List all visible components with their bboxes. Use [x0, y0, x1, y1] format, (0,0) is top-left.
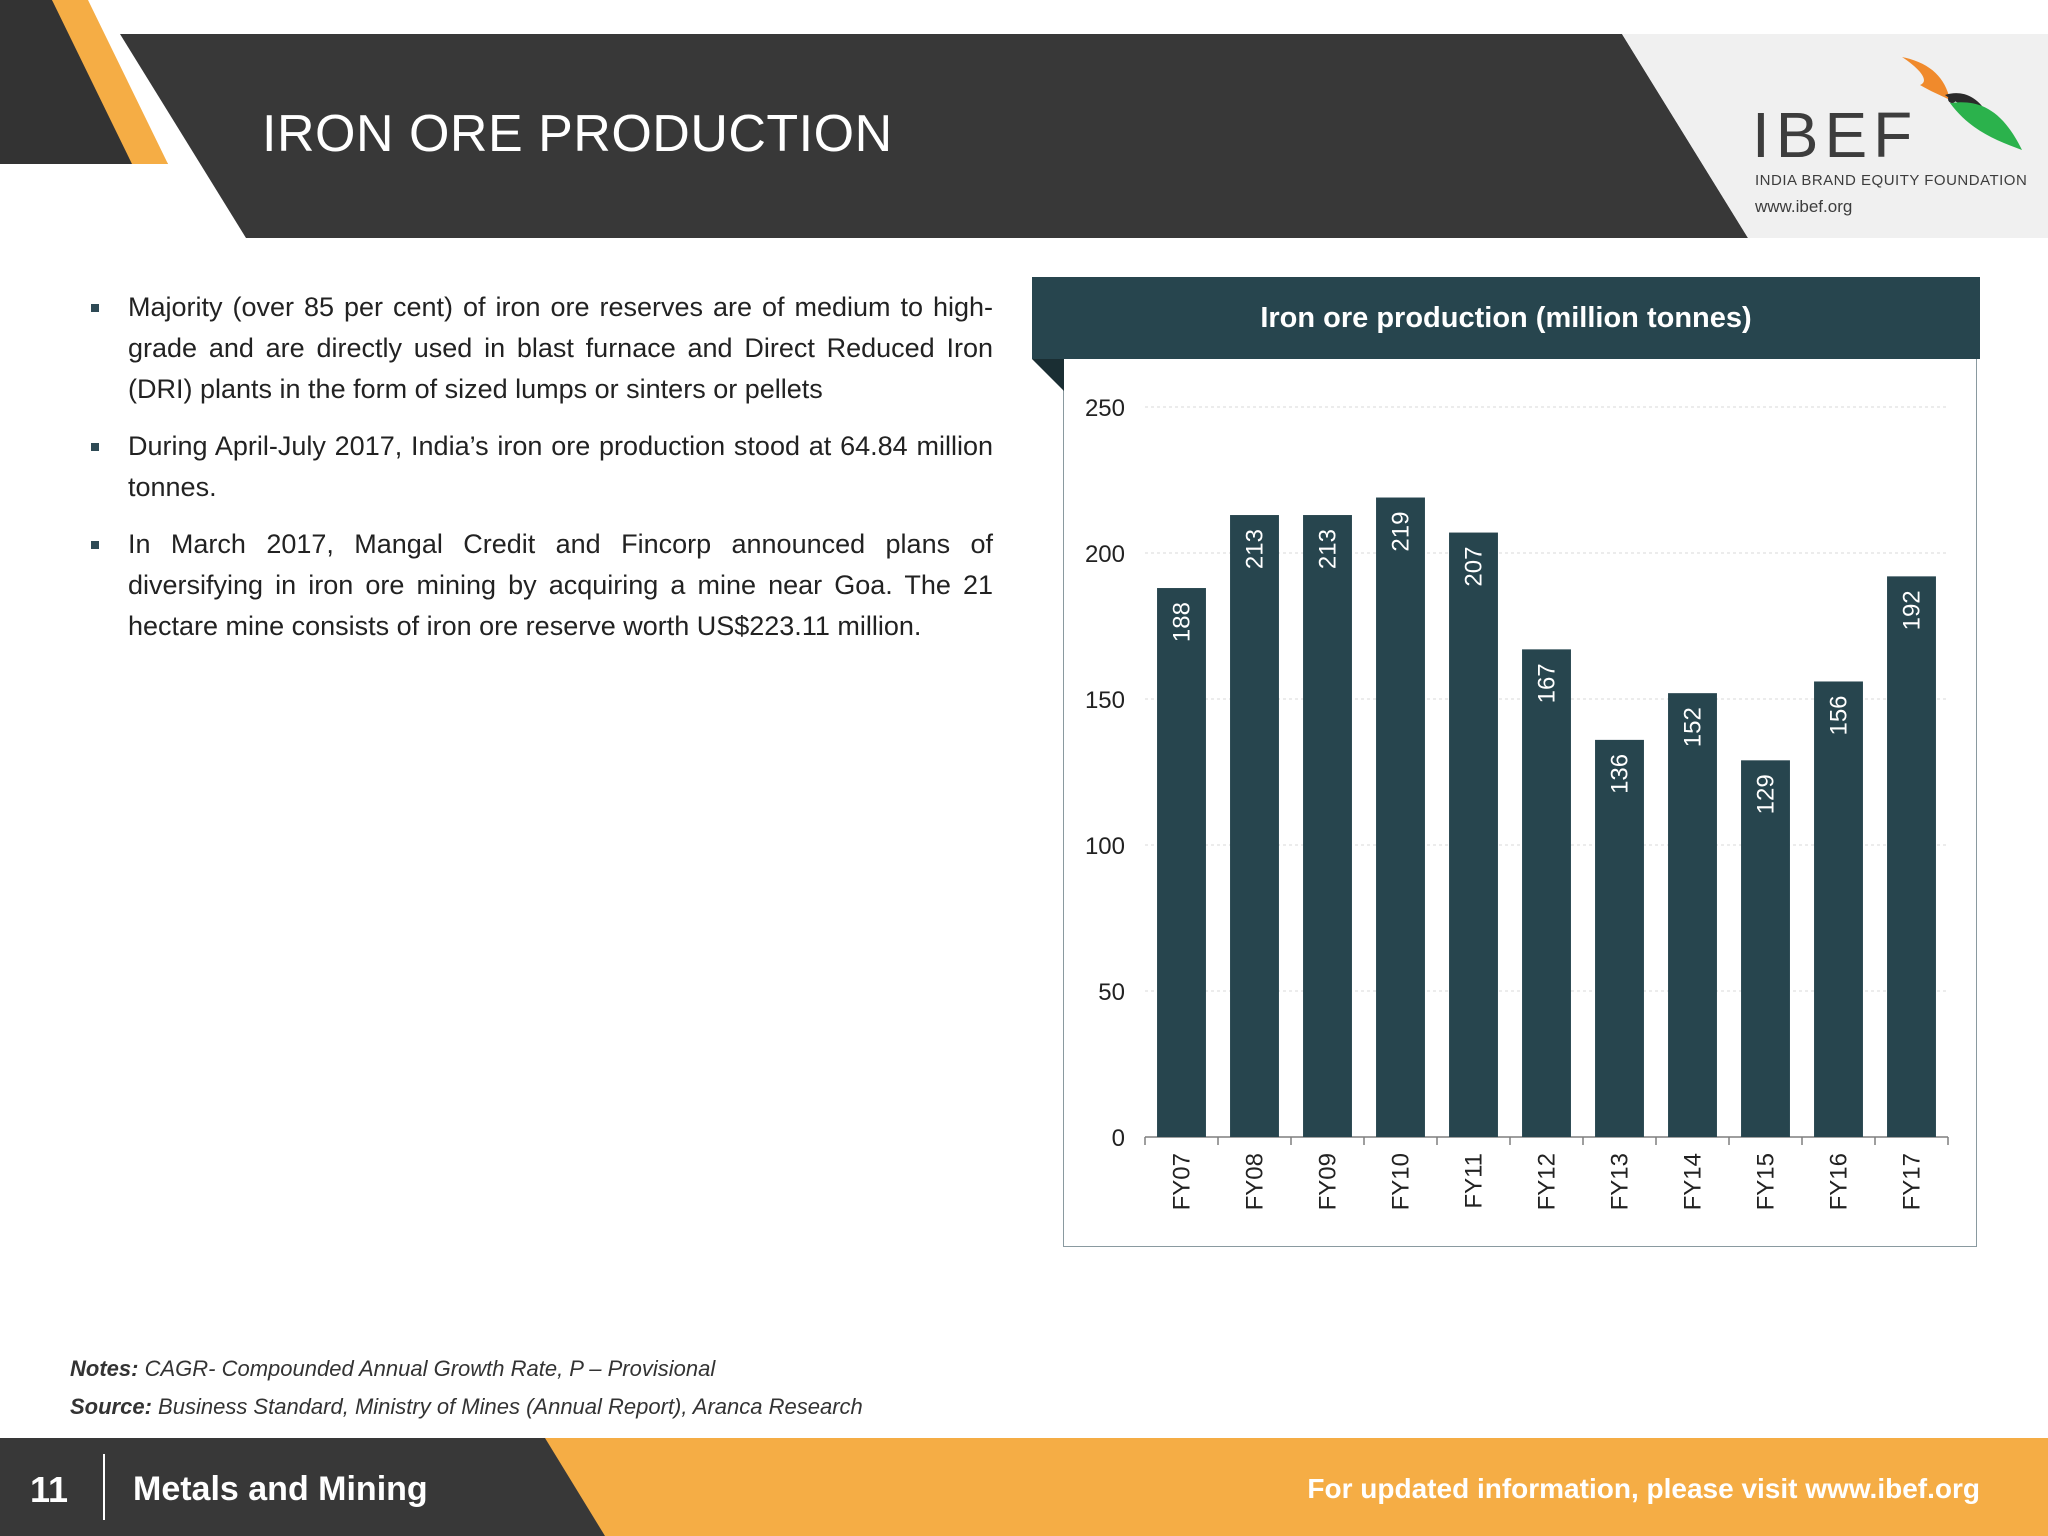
notes-text: CAGR- Compounded Annual Growth Rate, P –…	[144, 1356, 716, 1381]
chart-title-fold	[1032, 359, 1064, 391]
bar-data-label: 136	[1607, 754, 1634, 794]
x-tick-label: FY07	[1169, 1153, 1196, 1210]
chart-title: Iron ore production (million tonnes)	[1260, 302, 1752, 334]
bar-data-label: 156	[1826, 695, 1853, 735]
bar-data-label: 192	[1899, 590, 1926, 630]
footer-banner	[0, 1438, 2048, 1536]
x-tick-label: FY11	[1461, 1153, 1488, 1209]
bar-data-label: 167	[1534, 663, 1561, 703]
bar	[1814, 681, 1863, 1137]
bar-data-label: 129	[1753, 774, 1780, 814]
bar-chart: 0 50 100 150 200 250 188 FY07 213 FY08 213 FY09 219 F…	[1085, 395, 1949, 1210]
section-name: Metals and Mining	[133, 1470, 428, 1508]
bullet-square-icon	[91, 304, 99, 312]
bar	[1303, 515, 1352, 1137]
bullet-text: In March 2017, Mangal Credit and Fincorp…	[128, 529, 993, 641]
bar	[1595, 739, 1644, 1137]
bar	[1157, 588, 1206, 1137]
notes-block: Notes: CAGR- Compounded Annual Growth Ra…	[70, 1350, 863, 1426]
bullet-item: During April-July 2017, India’s iron ore…	[88, 426, 993, 508]
bullet-square-icon	[91, 443, 99, 451]
bar	[1376, 497, 1425, 1137]
footer-website-link[interactable]: For updated information, please visit ww…	[1307, 1473, 1980, 1504]
x-tick-label: FY15	[1753, 1153, 1780, 1210]
y-tick-label: 250	[1085, 395, 1125, 422]
source-label: Source:	[70, 1394, 152, 1419]
bar-data-label: 213	[1315, 529, 1342, 569]
bar-data-label: 152	[1680, 707, 1707, 747]
bullet-item: In March 2017, Mangal Credit and Fincorp…	[88, 524, 993, 647]
page-number: 11	[30, 1469, 69, 1510]
chart-title-bar	[1032, 277, 1980, 359]
x-tick-label: FY17	[1899, 1153, 1926, 1210]
y-tick-label: 0	[1112, 1125, 1125, 1152]
header-banner	[0, 0, 2048, 240]
bar-data-label: 207	[1461, 547, 1488, 587]
notes-label: Notes:	[70, 1356, 139, 1381]
bullet-item: Majority (over 85 per cent) of iron ore …	[88, 287, 993, 410]
y-tick-label: 100	[1085, 833, 1125, 860]
bullet-text: Majority (over 85 per cent) of iron ore …	[128, 292, 993, 404]
source-text: Business Standard, Ministry of Mines (An…	[158, 1394, 863, 1419]
bar-data-label: 188	[1169, 602, 1196, 642]
x-tick-label: FY10	[1388, 1153, 1415, 1210]
bullet-list: Majority (over 85 per cent) of iron ore …	[88, 287, 993, 663]
bar	[1668, 693, 1717, 1137]
source-line: Source: Business Standard, Ministry of M…	[70, 1388, 863, 1426]
x-tick-label: FY14	[1680, 1153, 1707, 1210]
y-tick-label: 150	[1085, 687, 1125, 714]
notes-line: Notes: CAGR- Compounded Annual Growth Ra…	[70, 1350, 863, 1388]
ibef-logo-tagline: INDIA BRAND EQUITY FOUNDATION	[1755, 172, 2028, 189]
bar-data-label: 213	[1242, 529, 1269, 569]
bird-logo-icon	[1902, 57, 2022, 150]
x-tick-label: FY08	[1242, 1153, 1269, 1210]
x-tick-label: FY12	[1534, 1153, 1561, 1210]
x-tick-label: FY16	[1826, 1153, 1853, 1210]
bar	[1230, 515, 1279, 1137]
footer-divider	[103, 1454, 105, 1520]
x-tick-label: FY13	[1607, 1153, 1634, 1210]
bar	[1887, 576, 1936, 1137]
bar-data-label: 219	[1388, 512, 1415, 552]
bar	[1522, 649, 1571, 1137]
y-tick-label: 50	[1098, 979, 1125, 1006]
ibef-logo-wordmark: IBEF	[1752, 99, 1919, 171]
bar	[1449, 532, 1498, 1137]
ibef-logo-url[interactable]: www.ibef.org	[1755, 197, 1853, 216]
x-tick-label: FY09	[1315, 1153, 1342, 1210]
bullet-text: During April-July 2017, India’s iron ore…	[128, 431, 993, 502]
page-title: IRON ORE PRODUCTION	[262, 105, 893, 163]
bullet-square-icon	[91, 541, 99, 549]
bar	[1741, 760, 1790, 1137]
y-tick-label: 200	[1085, 541, 1125, 568]
